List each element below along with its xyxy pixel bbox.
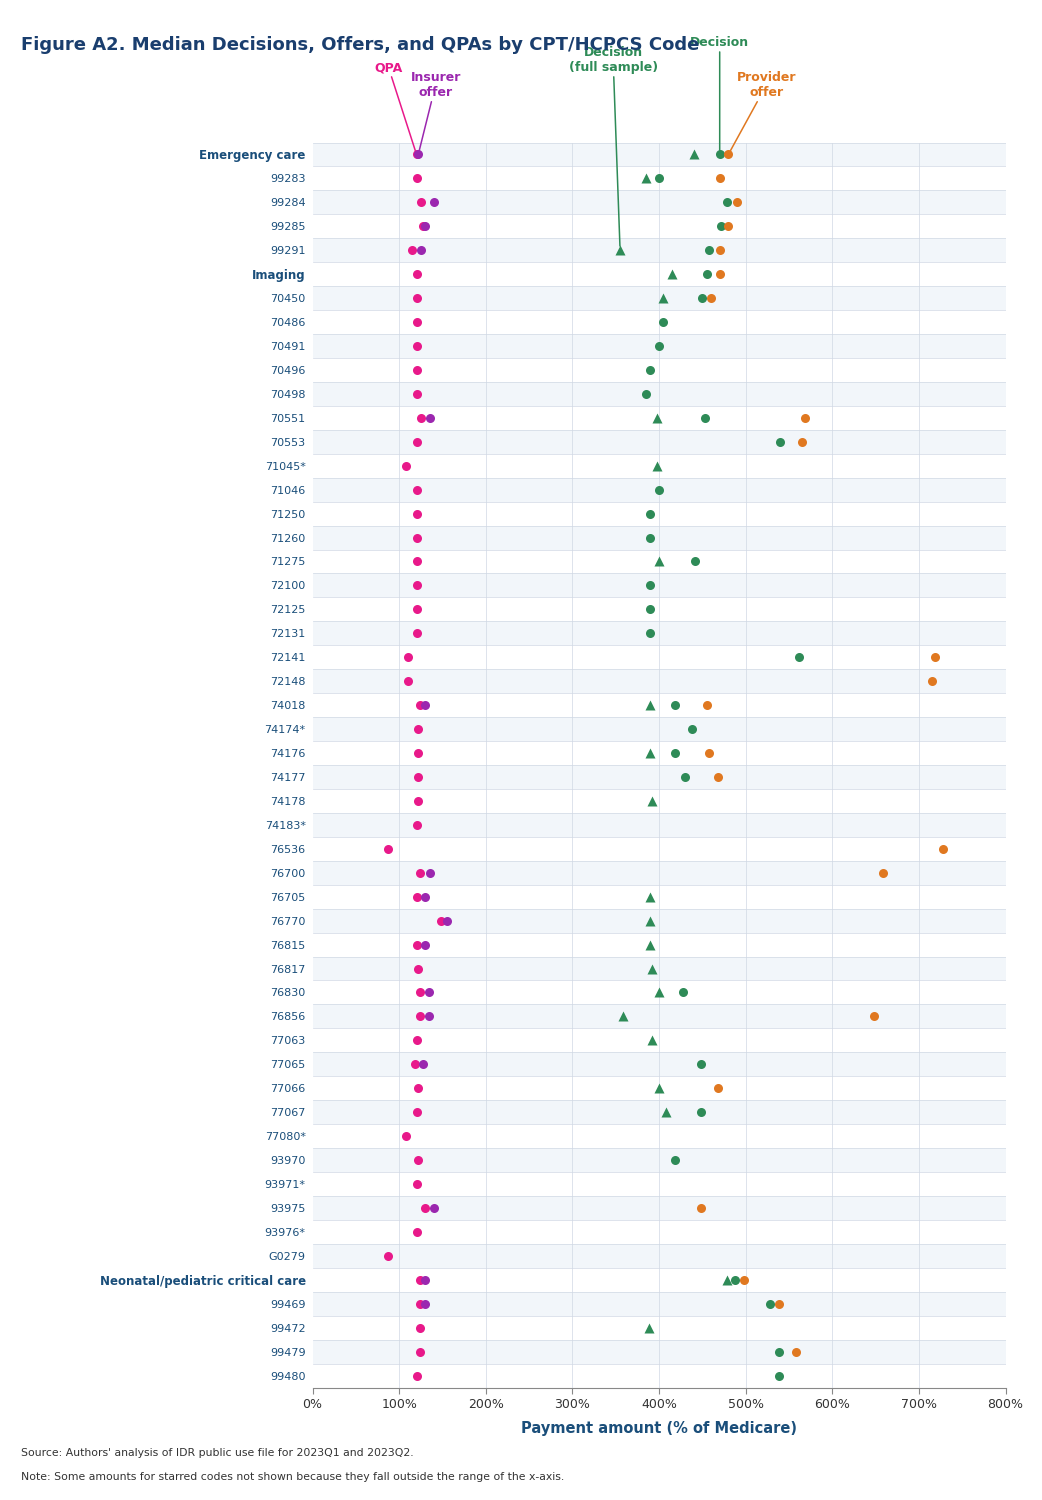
Bar (313, 645, 1006, 669)
Bar (313, 981, 1006, 1005)
Bar (313, 669, 1006, 693)
Bar (313, 334, 1006, 358)
Bar (313, 214, 1006, 238)
Bar (313, 837, 1006, 861)
Bar (313, 1005, 1006, 1029)
Bar (313, 1340, 1006, 1364)
Text: Decision
(full sample): Decision (full sample) (569, 46, 658, 246)
Bar (313, 501, 1006, 525)
Bar (313, 693, 1006, 717)
Bar (313, 1148, 1006, 1172)
Bar (313, 741, 1006, 765)
Bar (313, 573, 1006, 597)
Bar (313, 358, 1006, 382)
Bar (313, 238, 1006, 262)
Bar (313, 1172, 1006, 1196)
Bar (313, 549, 1006, 573)
Bar (313, 597, 1006, 621)
Bar (313, 1124, 1006, 1148)
Bar (313, 765, 1006, 789)
Bar (313, 477, 1006, 501)
Bar (313, 933, 1006, 957)
Bar (313, 262, 1006, 286)
Bar (313, 1364, 1006, 1388)
Bar (313, 1292, 1006, 1316)
X-axis label: Payment amount (% of Medicare): Payment amount (% of Medicare) (521, 1420, 797, 1436)
Bar (313, 1244, 1006, 1268)
Bar (313, 957, 1006, 981)
Text: Figure A2. Median Decisions, Offers, and QPAs by CPT/HCPCS Code: Figure A2. Median Decisions, Offers, and… (21, 36, 699, 54)
Bar (313, 142, 1006, 166)
Bar (313, 1196, 1006, 1219)
Bar (313, 909, 1006, 933)
Bar (313, 885, 1006, 909)
Bar (313, 166, 1006, 190)
Bar (313, 1077, 1006, 1100)
Bar (313, 382, 1006, 406)
Bar (313, 310, 1006, 334)
Bar (313, 813, 1006, 837)
Bar (313, 430, 1006, 453)
Text: Insurer
offer: Insurer offer (411, 70, 461, 150)
Bar (313, 190, 1006, 214)
Bar (313, 1053, 1006, 1077)
Bar (313, 1100, 1006, 1124)
Bar (313, 1316, 1006, 1340)
Bar (313, 1220, 1006, 1244)
Bar (313, 525, 1006, 549)
Bar (313, 1268, 1006, 1292)
Text: Source: Authors' analysis of IDR public use file for 2023Q1 and 2023Q2.: Source: Authors' analysis of IDR public … (21, 1448, 414, 1458)
Text: QPA: QPA (374, 62, 416, 150)
Bar (313, 454, 1006, 477)
Text: Note: Some amounts for starred codes not shown because they fall outside the ran: Note: Some amounts for starred codes not… (21, 1472, 564, 1482)
Bar (313, 286, 1006, 310)
Bar (313, 861, 1006, 885)
Bar (313, 717, 1006, 741)
Bar (313, 621, 1006, 645)
Bar (313, 789, 1006, 813)
Text: Provider
offer: Provider offer (730, 70, 796, 152)
Bar (313, 1029, 1006, 1053)
Bar (313, 406, 1006, 430)
Text: Decision: Decision (690, 36, 749, 150)
